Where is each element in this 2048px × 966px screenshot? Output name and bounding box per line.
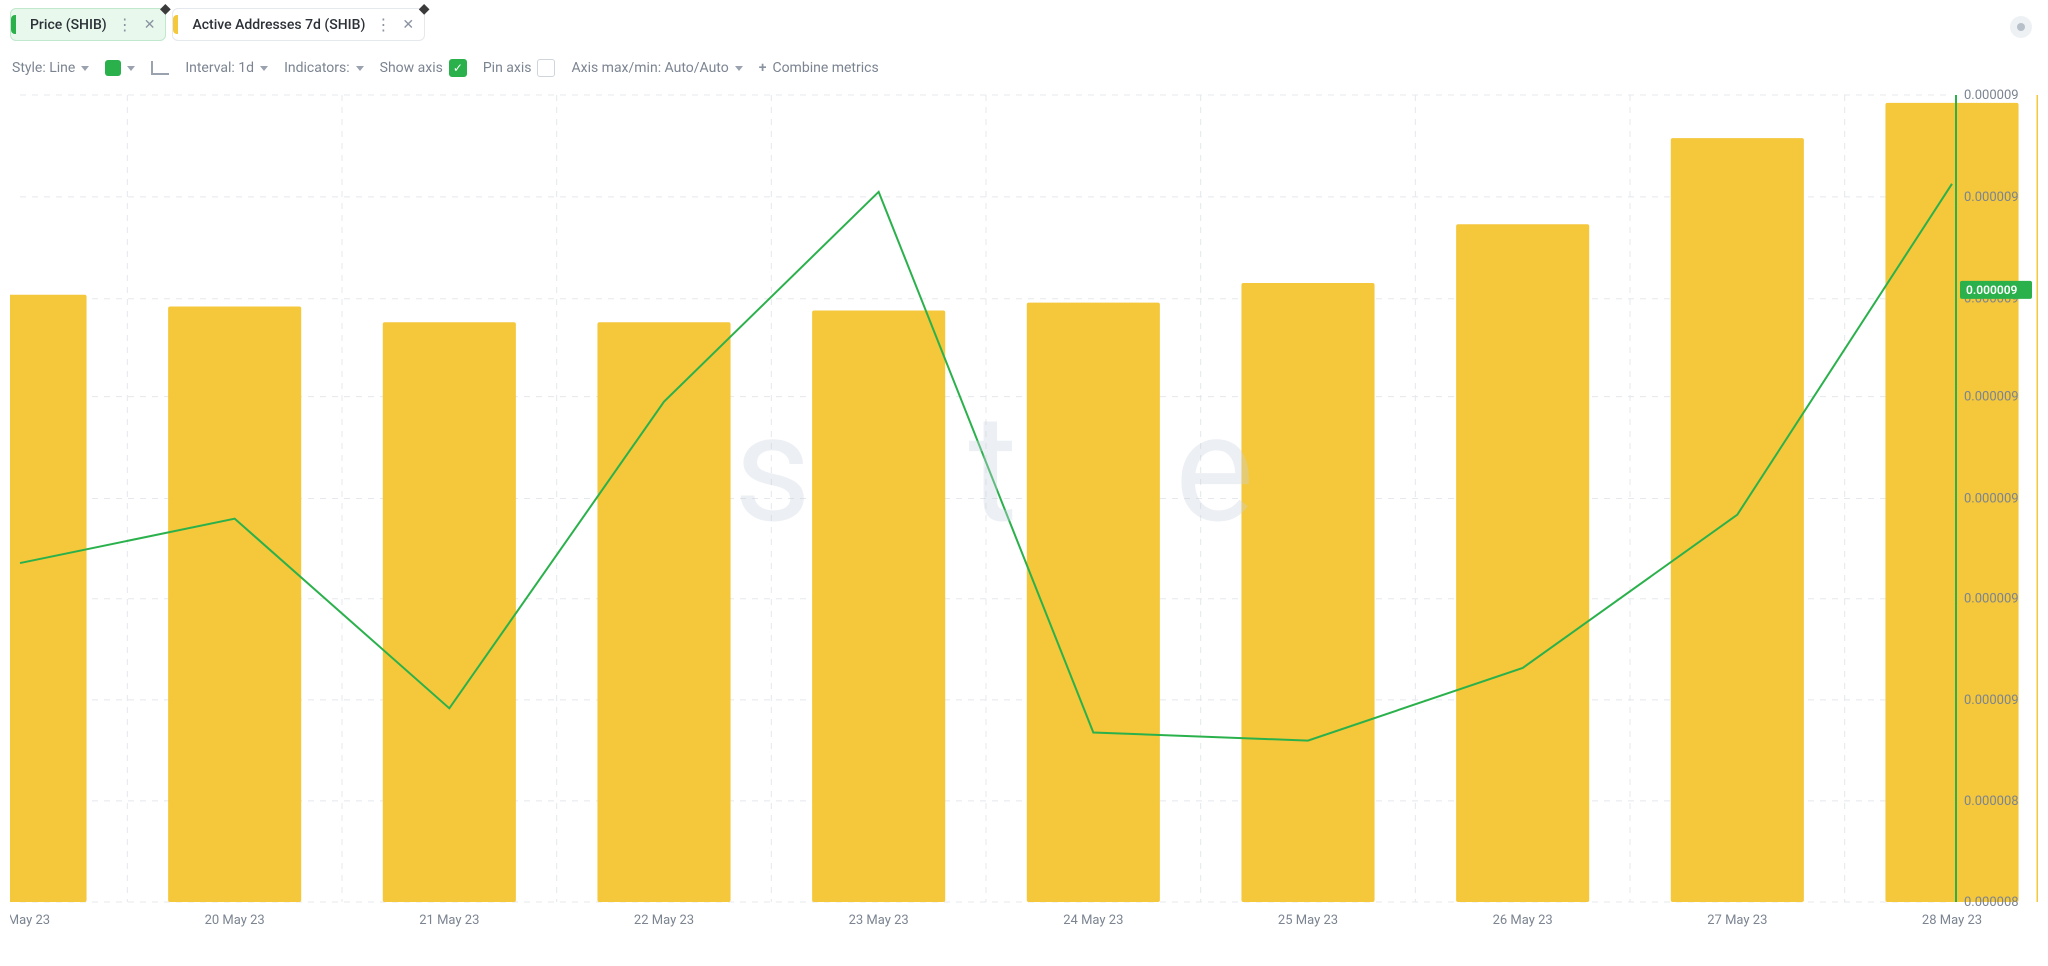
chevron-down-icon <box>260 66 268 71</box>
svg-text:0.000009: 0.000009 <box>1964 492 2019 507</box>
svg-text:0.000009: 0.000009 <box>1964 190 2019 205</box>
svg-text:24 May 23: 24 May 23 <box>1063 913 1123 928</box>
chart-toolbar: Style: Line Interval: 1d Indicators: Sho… <box>0 41 2048 87</box>
svg-text:0.000009: 0.000009 <box>1966 283 2018 297</box>
show-axis-label: Show axis <box>380 60 443 76</box>
svg-text:26 May 23: 26 May 23 <box>1493 913 1553 928</box>
interval-selector[interactable]: Interval: 1d <box>185 60 268 76</box>
checkbox-checked-icon: ✓ <box>449 59 467 77</box>
pin-axis-label: Pin axis <box>483 60 532 76</box>
tab-label: Price (SHIB) <box>30 17 107 33</box>
color-picker[interactable] <box>105 60 135 76</box>
svg-text:23 May 23: 23 May 23 <box>849 913 909 928</box>
chevron-down-icon <box>81 66 89 71</box>
pin-axis-toggle[interactable]: Pin axis <box>483 59 556 77</box>
chart-area[interactable]: s t e 19 May 23 20 May 23 21 May 23 22 May … <box>10 87 2038 935</box>
close-icon[interactable]: ✕ <box>402 17 414 33</box>
show-axis-toggle[interactable]: Show axis ✓ <box>380 59 467 77</box>
svg-text:19 May 23: 19 May 23 <box>10 913 50 928</box>
svg-text:0.000009: 0.000009 <box>1964 390 2019 405</box>
chevron-down-icon <box>735 66 743 71</box>
metric-tabs: Price (SHIB) ⋮ ✕ ◆ Active Addresses 7d (… <box>0 0 2048 41</box>
svg-text:22 May 23: 22 May 23 <box>634 913 694 928</box>
axis-minmax-label: Axis max/min: Auto/Auto <box>571 60 728 76</box>
axis-toggle-icon[interactable] <box>151 61 169 75</box>
interval-label: Interval: 1d <box>185 60 254 76</box>
svg-text:0.000008: 0.000008 <box>1964 895 2019 910</box>
combine-label: Combine metrics <box>772 60 878 76</box>
svg-text:0.000009: 0.000009 <box>1964 693 2019 708</box>
svg-text:27 May 23: 27 May 23 <box>1707 913 1767 928</box>
svg-text:21 May 23: 21 May 23 <box>419 913 479 928</box>
tab-label: Active Addresses 7d (SHIB) <box>192 17 365 33</box>
combine-metrics-button[interactable]: + Combine metrics <box>759 60 879 76</box>
kebab-icon[interactable]: ⋮ <box>375 15 392 34</box>
svg-text:25 May 23: 25 May 23 <box>1278 913 1338 928</box>
status-indicator[interactable] <box>2010 16 2032 38</box>
svg-text:0.000009: 0.000009 <box>1964 592 2019 607</box>
axis-icon <box>151 61 169 75</box>
metric-tab-price[interactable]: Price (SHIB) ⋮ ✕ ◆ <box>10 8 166 41</box>
checkbox-icon <box>537 59 555 77</box>
color-swatch <box>105 60 121 76</box>
axis-minmax-selector[interactable]: Axis max/min: Auto/Auto <box>571 60 742 76</box>
style-label: Style: Line <box>12 60 75 76</box>
ethereum-icon: ◆ <box>415 0 433 18</box>
svg-text:0.000009: 0.000009 <box>1964 88 2019 103</box>
svg-text:28 May 23: 28 May 23 <box>1922 913 1982 928</box>
kebab-icon[interactable]: ⋮ <box>117 15 134 34</box>
metric-tab-active-addresses[interactable]: Active Addresses 7d (SHIB) ⋮ ✕ ◆ <box>172 8 425 41</box>
indicators-label: Indicators: <box>284 60 350 76</box>
indicators-selector[interactable]: Indicators: <box>284 60 364 76</box>
style-selector[interactable]: Style: Line <box>12 60 89 76</box>
svg-text:0.000008: 0.000008 <box>1964 794 2019 809</box>
chevron-down-icon <box>356 66 364 71</box>
plus-icon: + <box>759 60 767 76</box>
tab-accent <box>173 15 178 34</box>
close-icon[interactable]: ✕ <box>144 17 156 33</box>
svg-text:20 May 23: 20 May 23 <box>205 913 265 928</box>
tab-accent <box>11 15 16 34</box>
chevron-down-icon <box>127 66 135 71</box>
watermark: s t e <box>734 381 1314 557</box>
